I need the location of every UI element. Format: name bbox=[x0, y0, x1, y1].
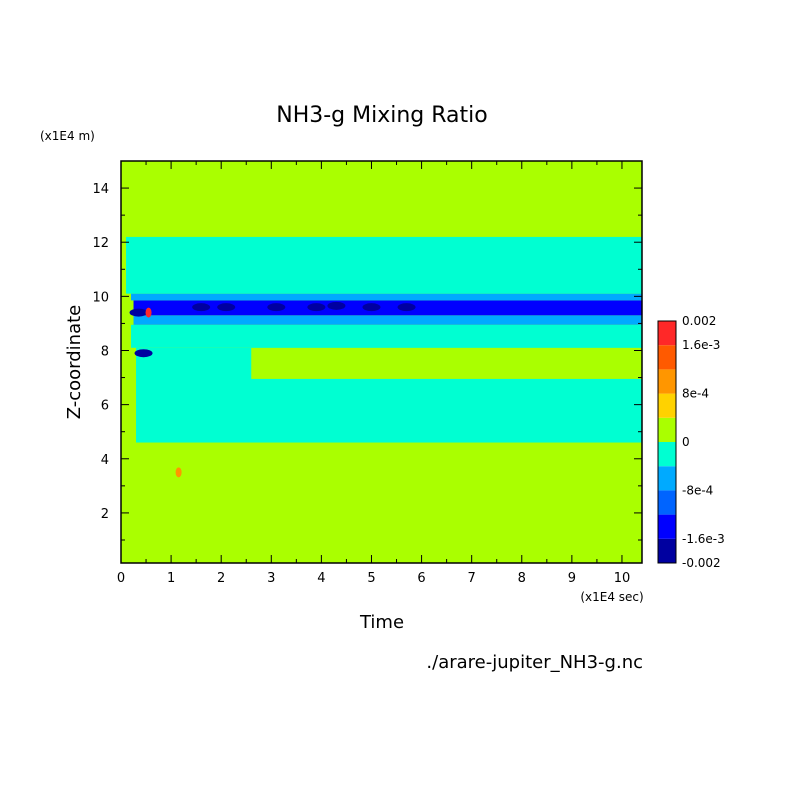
contour-band bbox=[126, 236, 642, 294]
y-tick-label: 2 bbox=[101, 507, 109, 522]
colorbar-swatch bbox=[658, 321, 676, 346]
colorbar-label: -8e-4 bbox=[682, 483, 713, 497]
x-tick-label: 2 bbox=[217, 571, 225, 586]
x-tick-label: 1 bbox=[167, 571, 175, 586]
contour-band bbox=[121, 442, 642, 563]
contour-band bbox=[126, 212, 642, 237]
colorbar-label: 1.6e-3 bbox=[682, 338, 720, 352]
contour-band bbox=[251, 347, 642, 379]
y-axis-unit: (x1E4 m) bbox=[40, 129, 95, 143]
contour-band bbox=[133, 300, 642, 316]
x-tick-label: 9 bbox=[568, 571, 576, 586]
minimum-cell bbox=[397, 303, 416, 312]
colorbar-swatch bbox=[658, 490, 676, 515]
colorbar-swatch bbox=[658, 442, 676, 467]
y-axis-ticks: 2 4 6 8 10 12 14 bbox=[92, 182, 642, 541]
x-axis-ticks: 0 1 2 3 4 5 6 7 8 9 10 bbox=[117, 161, 630, 586]
colorbar-swatch bbox=[658, 538, 676, 563]
y-tick-label: 10 bbox=[92, 290, 109, 305]
y-tick-label: 4 bbox=[101, 453, 109, 468]
minimum-cell bbox=[217, 303, 236, 312]
x-tick-label: 6 bbox=[417, 571, 425, 586]
maximum-cell bbox=[145, 307, 152, 318]
y-axis-label: Z-coordinate bbox=[64, 305, 85, 420]
x-tick-label: 0 bbox=[117, 571, 125, 586]
x-axis-unit: (x1E4 sec) bbox=[580, 590, 643, 604]
minimum-cell bbox=[134, 349, 153, 358]
chart-title: NH3-g Mixing Ratio bbox=[276, 103, 488, 128]
colorbar-swatch bbox=[658, 466, 676, 491]
minimum-cell bbox=[267, 303, 286, 312]
colorbar-label: 0.002 bbox=[682, 314, 716, 328]
minimum-cell bbox=[327, 301, 346, 310]
minimum-cell bbox=[129, 308, 148, 317]
colorbar: 0.002 1.6e-3 8e-4 0 -8e-4 -1.6e-3 -0.002 bbox=[657, 314, 725, 570]
y-tick-label: 6 bbox=[101, 399, 109, 414]
contour-band bbox=[131, 324, 642, 348]
x-tick-label: 5 bbox=[367, 571, 375, 586]
minimum-cell bbox=[192, 303, 211, 312]
minimum-cell bbox=[307, 303, 326, 312]
contour-fill bbox=[121, 161, 642, 563]
contour-band bbox=[133, 315, 642, 325]
maximum-cell bbox=[175, 467, 182, 478]
x-tick-label: 4 bbox=[317, 571, 325, 586]
y-tick-label: 8 bbox=[101, 344, 109, 359]
colorbar-label: -1.6e-3 bbox=[682, 532, 725, 546]
colorbar-swatch bbox=[658, 369, 676, 394]
x-tick-label: 10 bbox=[614, 571, 631, 586]
x-tick-label: 7 bbox=[468, 571, 476, 586]
x-tick-label: 3 bbox=[267, 571, 275, 586]
colorbar-label: 0 bbox=[682, 435, 690, 449]
colorbar-swatch bbox=[658, 514, 676, 539]
y-tick-label: 14 bbox=[92, 182, 109, 197]
y-tick-label: 12 bbox=[92, 236, 109, 251]
plot-frame bbox=[120, 160, 643, 564]
file-name: ./arare-jupiter_NH3-g.nc bbox=[426, 652, 643, 673]
colorbar-swatch bbox=[658, 417, 676, 442]
colorbar-swatch bbox=[658, 393, 676, 418]
colorbar-label: 8e-4 bbox=[682, 387, 709, 401]
x-tick-label: 8 bbox=[518, 571, 526, 586]
colorbar-swatch bbox=[658, 345, 676, 370]
colorbar-frame bbox=[657, 320, 677, 564]
colorbar-label: -0.002 bbox=[682, 556, 721, 570]
x-axis-label: Time bbox=[359, 612, 404, 633]
contour-band bbox=[131, 293, 642, 301]
contour-band bbox=[133, 165, 642, 186]
contour-band bbox=[133, 185, 642, 213]
minimum-cell bbox=[362, 303, 381, 312]
